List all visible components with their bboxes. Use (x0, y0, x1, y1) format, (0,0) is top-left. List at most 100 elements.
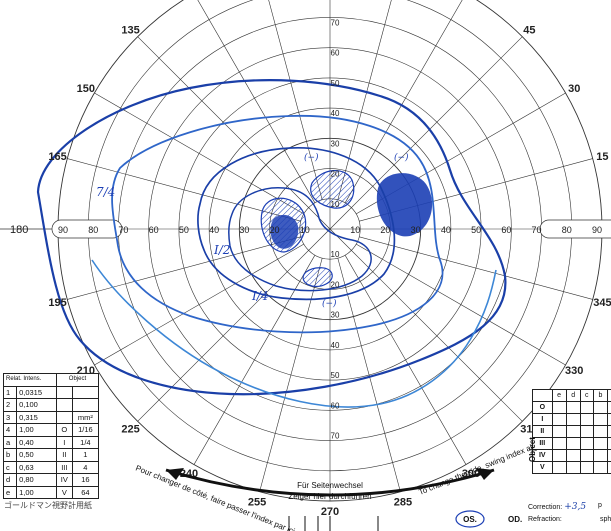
vertical-label-20: 20 (331, 170, 340, 179)
radial-label-50: 50 (179, 225, 189, 235)
letter-cell: d (565, 389, 581, 402)
grid-cell (565, 401, 581, 414)
radial-label-90: 90 (58, 225, 68, 235)
object-row: O (532, 401, 611, 414)
grid-cell (592, 437, 608, 450)
isopter-middle (111, 114, 444, 334)
isopter-inner (197, 146, 396, 301)
grid-spoke (197, 0, 316, 203)
row-size: 4 (71, 460, 100, 474)
grid-cell (551, 449, 567, 462)
grid-spoke (329, 36, 523, 230)
vertical-label-70: 70 (331, 432, 340, 441)
intensity-row: 1 0,0315 (2, 385, 100, 399)
row-code: 2 (2, 398, 18, 412)
radial-label-30: 30 (411, 225, 421, 235)
object-letter-grid: edcbaOIIIIIIIVV (532, 389, 611, 474)
row-object: V (55, 485, 73, 499)
plot-annotation: I/4 (251, 289, 268, 303)
angle-label-165: 165 (48, 151, 66, 163)
row-size: 1 (71, 448, 100, 462)
grid-cell (579, 437, 594, 450)
right-meridian-band (539, 219, 611, 239)
vertical-label-10: 10 (331, 200, 340, 209)
grid-cell (579, 425, 594, 438)
vertical-label-40: 40 (331, 109, 340, 118)
object-row: I (532, 413, 611, 426)
grid-spoke (268, 0, 323, 200)
intensity-row: 4 1,00 O 1/16 (2, 423, 100, 437)
vertical-label-50: 50 (331, 371, 340, 380)
grid-spoke (137, 36, 331, 230)
grid-cell (551, 425, 567, 438)
plot-annotation: 7/4 (96, 185, 115, 199)
intensity-row: b 0,50 II 1 (2, 448, 100, 462)
grid-spoke (344, 0, 463, 203)
grid-cell (592, 461, 608, 474)
radial-label-10: 10 (300, 225, 310, 235)
side-change-arc: Pour changer de côté, faire passer l'ind… (134, 427, 574, 531)
object-row: IV (532, 449, 611, 462)
radial-tick-labels: 10 10 20 20 30 30 40 40 50 50 60 60 70 70 80 80 90 90 70 60… (58, 18, 602, 440)
plot-annotation: (−) (322, 298, 337, 309)
row-code: e (2, 485, 18, 499)
os-label: OS. (463, 515, 477, 524)
radial-label-60: 60 (149, 225, 159, 235)
grid-cell (551, 437, 567, 450)
intensity-row: 3 0,315 mm² (2, 410, 100, 424)
grid-cell (579, 413, 594, 426)
scotoma-left-dense (270, 214, 299, 249)
vertical-label-40: 40 (331, 341, 340, 350)
intensity-row: a 0,40 I 1/4 (2, 435, 100, 449)
vertical-label-30: 30 (331, 311, 340, 320)
intensity-object-table: Relat. Intens. Object 1 0,0315 2 0,100 3 0,31… (2, 373, 100, 499)
correction-value: +3,5 (564, 502, 587, 512)
object-row: II (532, 425, 611, 438)
grid-spoke (356, 243, 566, 366)
od-label: OD. (508, 515, 522, 524)
grid-cell (565, 461, 581, 474)
radial-label-80: 80 (88, 225, 98, 235)
intensity-rows: 1 0,0315 2 0,100 3 0,315 mm² 4 1,00 O 1/16 a 0,40 I 1/… (2, 385, 100, 499)
isopter-outer (36, 79, 507, 396)
angle-label-45: 45 (523, 25, 535, 37)
intensity-row: 2 0,100 (2, 398, 100, 412)
grid-cell (592, 413, 608, 426)
vertical-label-70: 70 (331, 18, 340, 27)
row-size (71, 398, 100, 412)
object-row: III (532, 437, 611, 450)
grid-spoke (67, 236, 301, 300)
row-intensity: 0,0315 (16, 385, 57, 399)
plot-annotation: I/2 (213, 243, 230, 257)
row-size: 1/16 (71, 423, 100, 437)
intensity-row: d 0,80 IV 16 (2, 473, 100, 487)
radial-label-70: 70 (532, 225, 542, 235)
row-object: III (55, 460, 73, 474)
object-cell: I (532, 413, 553, 426)
grid-cell (606, 449, 611, 462)
grid-cell (606, 401, 611, 414)
letter-cell: b (592, 389, 608, 402)
grid-cell (565, 437, 581, 450)
row-object: II (55, 448, 73, 462)
side-change-arc-line (165, 468, 495, 497)
isopter-central (227, 187, 372, 292)
row-object: I (55, 435, 73, 449)
angle-label-180: 180 (10, 224, 28, 236)
correction-label: Correction: (528, 504, 563, 511)
angle-label-270: 270 (321, 506, 339, 518)
grid-cell (579, 449, 594, 462)
german-instruction-2: Zeiger hier durchführen (288, 492, 371, 501)
radial-label-80: 80 (562, 225, 572, 235)
letter-cell: c (579, 389, 594, 402)
grid-spoke (259, 258, 323, 492)
vertical-label-30: 30 (331, 139, 340, 148)
row-object (55, 410, 73, 424)
isopter-lines (36, 79, 507, 408)
french-instruction: Pour changer de côté, faire passer l'ind… (134, 464, 296, 531)
grid-spoke (137, 228, 331, 422)
row-size: mm² (71, 410, 100, 424)
plot-annotations: (−) (−) (−) 7/4 I/2 I/4 (96, 152, 409, 309)
radial-label-90: 90 (592, 225, 602, 235)
